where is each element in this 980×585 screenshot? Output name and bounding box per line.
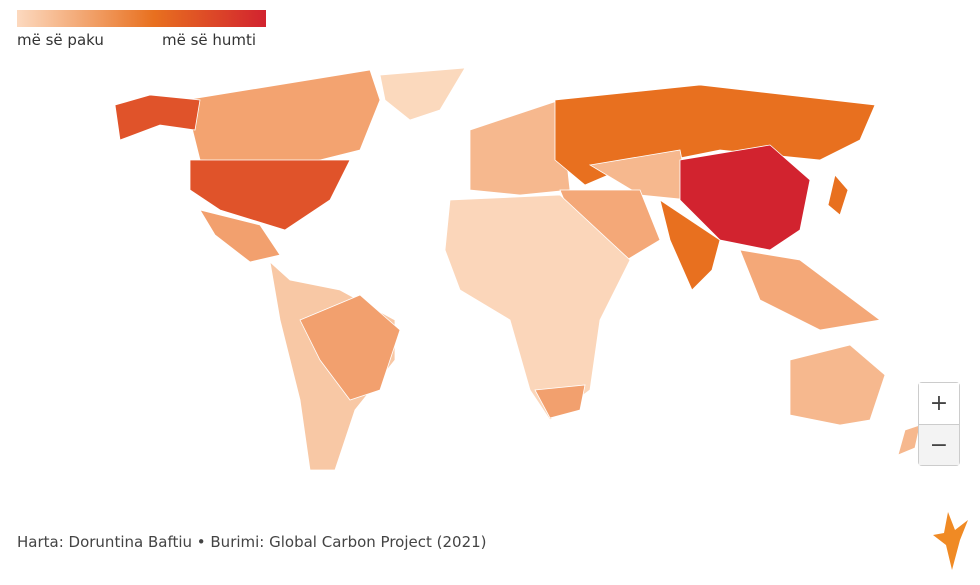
logo: [933, 512, 968, 570]
legend-high-label: më së humti: [162, 31, 257, 49]
africa: [444, 194, 631, 421]
brazil: [299, 294, 401, 401]
mexico: [199, 209, 281, 263]
india: [659, 199, 721, 291]
southeast-asia: [739, 249, 881, 331]
japan: [827, 174, 849, 216]
canada: [184, 69, 381, 166]
zoom-control: + −: [918, 382, 960, 466]
legend-low-label: më së paku: [17, 31, 104, 49]
alaska: [114, 94, 201, 141]
usa: [189, 159, 351, 231]
zoom-in[interactable]: +: [919, 383, 959, 424]
zoom-out[interactable]: −: [919, 424, 959, 465]
new-zealand: [897, 424, 921, 456]
australia: [789, 344, 886, 426]
china: [679, 144, 811, 251]
footer-credit: Harta: Doruntina Baftiu • Burimi: Global…: [17, 533, 487, 551]
legend-gradient: [17, 10, 266, 27]
south-africa: [534, 384, 586, 419]
greenland: [379, 67, 466, 121]
europe: [469, 99, 571, 196]
